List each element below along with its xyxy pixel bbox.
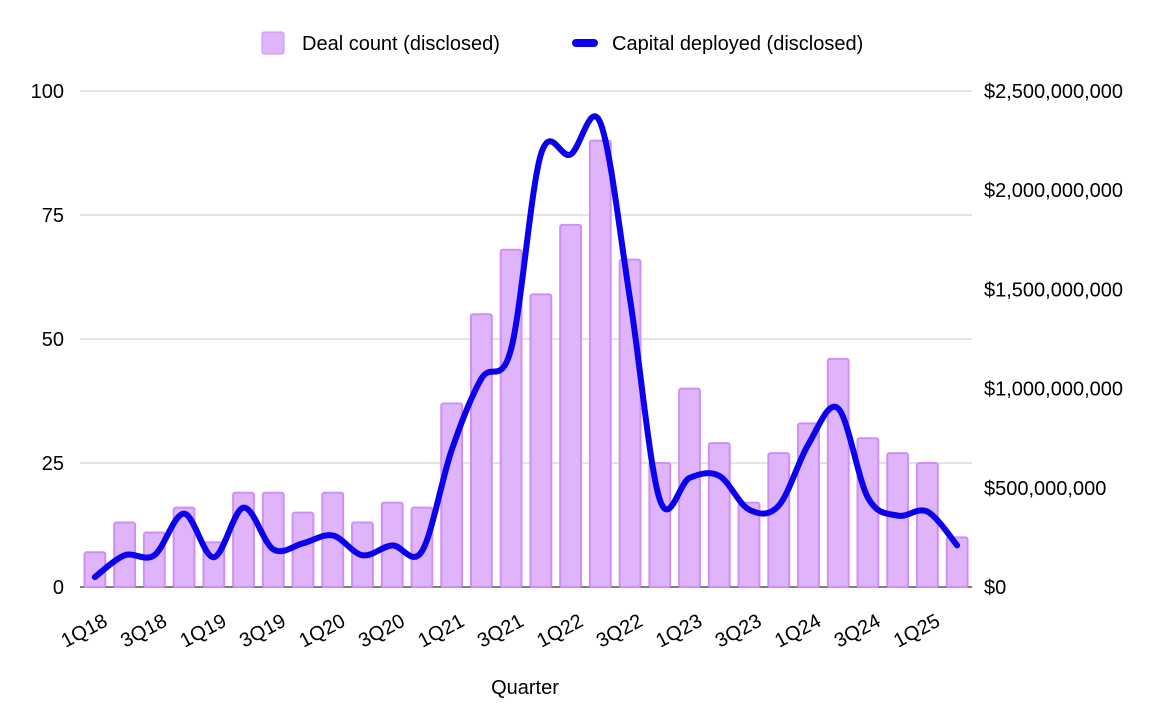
right-axis-tick-label: $1,000,000,000 bbox=[984, 379, 1123, 401]
bar bbox=[560, 225, 581, 587]
legend: Deal count (disclosed) Capital deployed … bbox=[262, 32, 863, 55]
x-axis-tick-label: 3Q18 bbox=[117, 610, 171, 652]
bar bbox=[590, 141, 611, 587]
x-axis-tick-label: 3Q21 bbox=[474, 610, 528, 652]
bar bbox=[828, 359, 849, 587]
x-axis-tick-label: 1Q24 bbox=[771, 610, 825, 652]
bar bbox=[530, 294, 551, 587]
bar bbox=[709, 443, 730, 587]
x-axis-tick-label: 3Q20 bbox=[355, 610, 409, 652]
legend-label-deal-count: Deal count (disclosed) bbox=[302, 33, 500, 55]
x-axis-title: Quarter bbox=[491, 677, 559, 699]
x-axis-tick-label: 1Q20 bbox=[296, 610, 350, 652]
bar bbox=[858, 438, 879, 587]
right-axis-tick-label: $1,500,000,000 bbox=[984, 279, 1123, 301]
bar bbox=[917, 463, 938, 587]
bar bbox=[293, 513, 314, 587]
x-axis-tick-label: 1Q25 bbox=[890, 610, 944, 652]
x-axis-tick-label: 1Q19 bbox=[177, 610, 231, 652]
x-axis-tick-label: 1Q22 bbox=[533, 610, 587, 652]
left-axis-tick-label: 25 bbox=[42, 453, 64, 475]
left-axis-tick-label: 50 bbox=[42, 329, 64, 351]
x-axis-tick-label: 3Q22 bbox=[593, 610, 647, 652]
right-axis-tick-label: $2,000,000,000 bbox=[984, 180, 1123, 202]
bar-series-deal-count bbox=[84, 141, 967, 587]
bar bbox=[887, 453, 908, 587]
legend-swatch-capital-deployed bbox=[572, 39, 598, 47]
x-axis-tick-label: 3Q23 bbox=[712, 610, 766, 652]
left-axis-tick-label: 75 bbox=[42, 205, 64, 227]
x-axis-tick-label: 1Q23 bbox=[652, 610, 706, 652]
x-axis-tick-label: 1Q21 bbox=[414, 610, 468, 652]
legend-swatch-deal-count bbox=[262, 32, 284, 54]
right-axis-tick-label: $500,000,000 bbox=[984, 478, 1106, 500]
x-axis-tick-label: 1Q18 bbox=[58, 610, 112, 652]
x-axis-tick-label: 3Q19 bbox=[236, 610, 290, 652]
right-axis-tick-label: $2,500,000,000 bbox=[984, 81, 1123, 103]
bar bbox=[471, 314, 492, 587]
x-axis-tick-label: 3Q24 bbox=[831, 610, 885, 652]
left-axis-tick-label: 0 bbox=[53, 577, 64, 599]
legend-label-capital-deployed: Capital deployed (disclosed) bbox=[612, 33, 863, 55]
bar bbox=[768, 453, 789, 587]
left-axis-tick-label: 100 bbox=[31, 81, 64, 103]
right-axis-tick-label: $0 bbox=[984, 577, 1006, 599]
